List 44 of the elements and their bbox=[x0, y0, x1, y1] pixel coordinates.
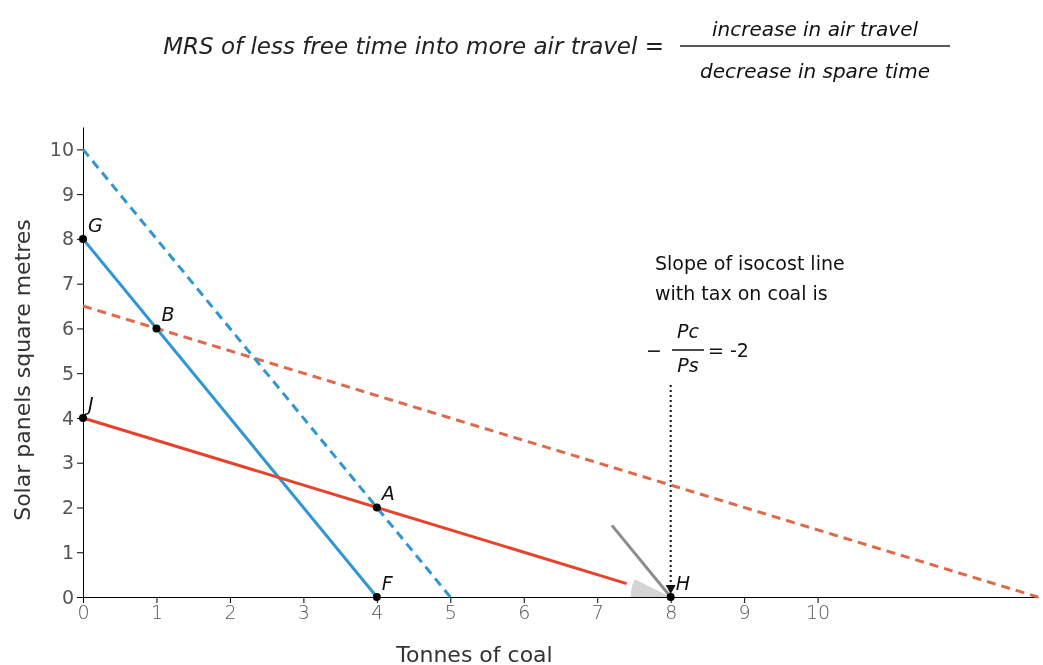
chart-title: MRS of less free time into more air travel = bbox=[163, 33, 664, 59]
point bbox=[372, 593, 381, 601]
y-tick-label: 6 bbox=[61, 317, 74, 340]
x-tick-label: 1 bbox=[150, 601, 164, 624]
y-tick-label: 3 bbox=[61, 451, 74, 474]
y-tick-label: 4 bbox=[61, 406, 74, 429]
annotation: Pc bbox=[677, 320, 700, 342]
x-axis-title: Tonnes of coal bbox=[395, 642, 553, 665]
x-tick-label: 9 bbox=[738, 601, 751, 624]
y-tick-label: 7 bbox=[61, 272, 74, 295]
annotation: F bbox=[381, 572, 394, 594]
annotation: − bbox=[646, 339, 662, 361]
y-tick-label: 0 bbox=[61, 585, 74, 608]
x-tick-label: 2 bbox=[224, 601, 237, 624]
annotation: B bbox=[161, 303, 175, 326]
x-tick-label: 8 bbox=[665, 601, 678, 624]
annotation: Ps bbox=[677, 354, 699, 376]
x-tick-label: 10 bbox=[806, 601, 831, 624]
annotation: H bbox=[675, 572, 690, 594]
annotation: Slope of isocost line with tax on coal is bbox=[655, 252, 845, 304]
x-tick-label: 4 bbox=[371, 601, 384, 624]
point bbox=[79, 234, 87, 243]
y-axis-title: Solar panels square metres bbox=[10, 219, 35, 521]
x-tick-label: 5 bbox=[444, 601, 457, 624]
x-tick-label: 0 bbox=[77, 601, 90, 624]
point bbox=[79, 413, 87, 422]
x-tick-label: 6 bbox=[518, 601, 531, 624]
text: decrease in spare time bbox=[700, 59, 930, 83]
annotation: J bbox=[84, 392, 94, 415]
point bbox=[666, 593, 675, 601]
annotation: G bbox=[88, 213, 103, 236]
text: increase in air travel bbox=[711, 17, 919, 41]
annotation: A bbox=[379, 482, 395, 505]
y-tick-label: 1 bbox=[61, 540, 74, 563]
y-tick-label: 10 bbox=[49, 137, 74, 160]
y-tick-label: 5 bbox=[61, 361, 74, 384]
point bbox=[372, 503, 381, 512]
point bbox=[152, 324, 161, 333]
x-tick-label: 3 bbox=[297, 601, 310, 624]
x-tick-label: 7 bbox=[591, 601, 604, 624]
annotation: = -2 bbox=[708, 339, 749, 361]
y-tick-label: 9 bbox=[61, 182, 74, 205]
y-tick-label: 2 bbox=[61, 496, 74, 519]
y-tick-label: 8 bbox=[61, 227, 74, 250]
